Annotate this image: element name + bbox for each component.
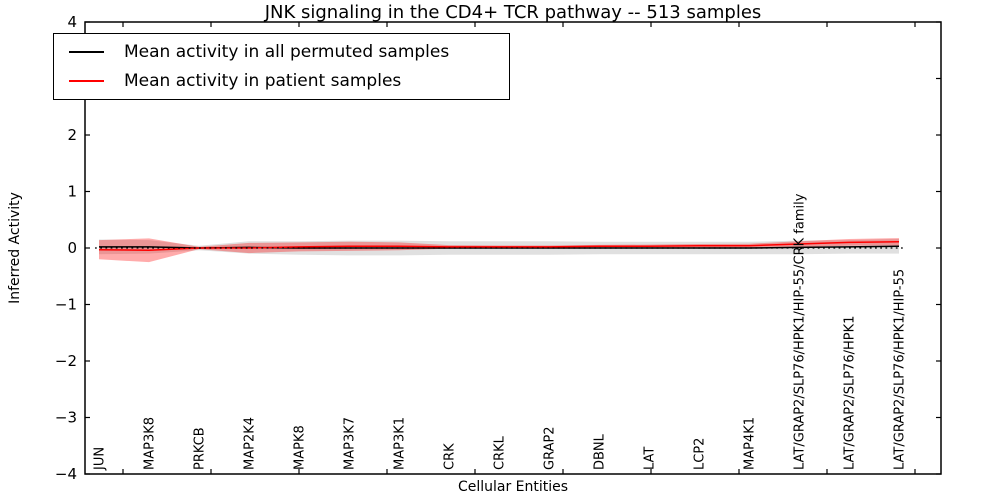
y-tick-label: 4 [67, 13, 77, 31]
entity-tick-label: PRKCB [193, 427, 208, 470]
entity-tick-label: LAT/GRAP2/SLP76/HPK1/HIP-55 [893, 269, 908, 470]
y-tick-label: 0 [67, 239, 77, 257]
chart-title: JNK signaling in the CD4+ TCR pathway --… [264, 2, 762, 23]
y-tick-label: −1 [55, 296, 77, 314]
entity-tick-label: LCP2 [693, 438, 708, 470]
y-tick-label: 2 [67, 126, 77, 144]
legend-label-patient: Mean activity in patient samples [124, 70, 402, 91]
entity-tick-label: MAP3K7 [343, 417, 358, 470]
y-tick-label: −3 [55, 409, 77, 427]
entity-tick-label: LAT/GRAP2/SLP76/HPK1 [843, 316, 858, 470]
x-axis-label: Cellular Entities [457, 479, 569, 495]
entity-tick-label: LAT/GRAP2/SLP76/HPK1/HIP-55/CRK family [793, 193, 808, 470]
y-axis-label: Inferred Activity [7, 192, 23, 304]
legend: Mean activity in all permuted samples Me… [53, 33, 510, 100]
patient-mean-line [98, 241, 900, 252]
entity-tick-label: MAP3K1 [393, 417, 408, 470]
entity-tick-label: GRAP2 [543, 426, 558, 470]
legend-item-permuted: Mean activity in all permuted samples [69, 42, 509, 62]
legend-label-permuted: Mean activity in all permuted samples [124, 42, 450, 63]
entity-tick-label: MAP4K1 [743, 417, 758, 470]
y-tick-label: −2 [55, 352, 77, 370]
entity-tick-label: JUN [93, 447, 108, 471]
legend-item-patient: Mean activity in patient samples [69, 71, 509, 91]
patient-std-band [99, 238, 899, 263]
entity-tick-label: CRK [443, 443, 458, 470]
entity-tick-label: CRKL [493, 435, 508, 470]
entity-tick-label: LAT [643, 447, 658, 470]
y-tick-label: 1 [67, 183, 77, 201]
entity-tick-label: MAP3K8 [143, 417, 158, 470]
entity-tick-label: DBNL [593, 433, 608, 470]
entity-tick-label: MAP2K4 [243, 417, 258, 470]
permuted-line-sample [69, 51, 104, 54]
patient-line-sample [69, 79, 104, 82]
entity-tick-label: MAPK8 [293, 425, 308, 470]
y-tick-label: −4 [55, 465, 77, 483]
